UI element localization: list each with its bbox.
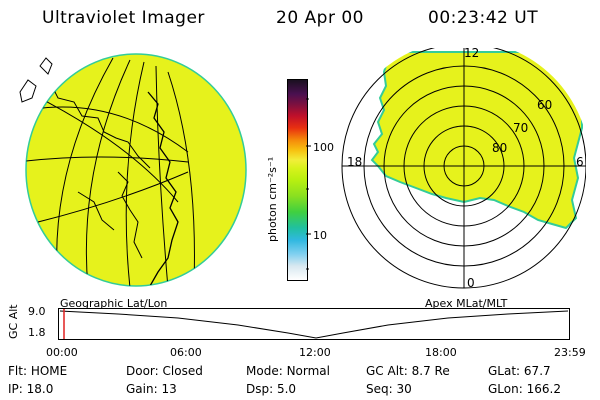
status-glon: GLon: 166.2 — [488, 382, 561, 396]
geographic-globe-image — [19, 53, 247, 287]
colorbar-tick-10: 10 — [313, 229, 327, 242]
polar-plot — [341, 48, 586, 289]
timeline-xtick-1800: 18:00 — [425, 346, 457, 359]
status-door: Door: Closed — [126, 364, 203, 378]
polar-label-6: 6 — [576, 155, 584, 169]
polar-label-0: 0 — [467, 276, 475, 290]
status-gc-alt: GC Alt: 8.7 Re — [366, 364, 450, 378]
colorbar-unit-label: photon cm⁻²s⁻¹ — [266, 156, 279, 242]
status-mode: Mode: Normal — [246, 364, 330, 378]
colorbar-tick-100: 100 — [313, 141, 334, 154]
timeline-xtick-2359: 23:59 — [554, 346, 586, 359]
polar-lat-70: 70 — [513, 121, 529, 135]
timeline-plot — [58, 308, 570, 340]
status-dsp: Dsp: 5.0 — [246, 382, 297, 396]
status-glat: GLat: 67.7 — [488, 364, 551, 378]
timeline-xtick-0000: 00:00 — [46, 346, 78, 359]
colorbar-ticks — [306, 98, 311, 270]
polar-lat-80: 80 — [492, 141, 508, 155]
polar-label-12: 12 — [464, 46, 480, 60]
date-label: 20 Apr 00 — [276, 8, 364, 28]
status-ip: IP: 18.0 — [8, 382, 54, 396]
timeline-xtick-0600: 06:00 — [170, 346, 202, 359]
time-label: 00:23:42 UT — [428, 8, 539, 28]
status-gain: Gain: 13 — [126, 382, 177, 396]
timeline-ytick-low: 1.8 — [28, 326, 46, 339]
timeline-xtick-1200: 12:00 — [299, 346, 331, 359]
instrument-title: Ultraviolet Imager — [42, 8, 205, 28]
status-flt: Flt: HOME — [8, 364, 68, 378]
polar-lat-60: 60 — [537, 98, 553, 112]
timeline-axis-label: GC Alt — [7, 304, 20, 339]
timeline-right-caption: Apex MLat/MLT — [425, 297, 508, 310]
colorbar — [287, 79, 308, 281]
polar-label-18: 18 — [347, 155, 363, 169]
status-seq: Seq: 30 — [366, 382, 412, 396]
timeline-left-caption: Geographic Lat/Lon — [60, 297, 168, 310]
timeline-ytick-high: 9.0 — [28, 305, 46, 318]
